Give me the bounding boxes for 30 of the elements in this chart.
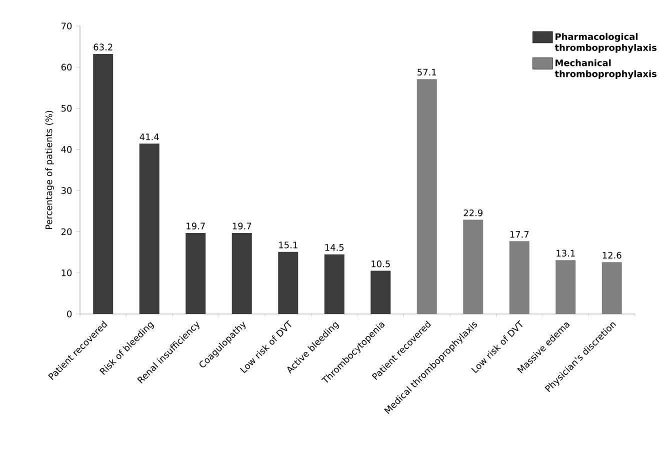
bar bbox=[93, 54, 114, 314]
y-tick-label: 40 bbox=[61, 146, 72, 153]
y-tick-label: 70 bbox=[62, 22, 72, 30]
data-label: 13.1 bbox=[556, 250, 575, 257]
data-label: 17.7 bbox=[510, 231, 529, 238]
data-label: 19.7 bbox=[186, 222, 205, 230]
bar bbox=[232, 232, 252, 314]
y-tick-label: 50 bbox=[62, 104, 72, 112]
data-label: 12.6 bbox=[602, 252, 622, 259]
bar bbox=[278, 252, 298, 314]
data-label: 22.9 bbox=[464, 209, 482, 216]
bar bbox=[324, 254, 344, 314]
data-label: 14.5 bbox=[325, 244, 344, 251]
legend-label: Pharmacological thromboprophylaxis bbox=[554, 33, 656, 53]
bar bbox=[186, 232, 206, 314]
bar bbox=[139, 144, 160, 314]
data-label: 63.2 bbox=[94, 44, 112, 50]
data-label: 41.4 bbox=[140, 134, 159, 140]
y-tick-label: 20 bbox=[61, 228, 72, 236]
y-tick-label: 0 bbox=[67, 310, 72, 318]
data-label: 15.1 bbox=[279, 242, 298, 248]
data-label: 19.7 bbox=[232, 222, 252, 230]
legend-label: Mechanical thromboprophylaxis bbox=[554, 59, 656, 80]
y-axis-title: Percentage of patients (%) bbox=[45, 110, 54, 229]
data-label: 57.1 bbox=[418, 68, 436, 76]
y-tick-label: 10 bbox=[62, 269, 72, 276]
data-label: 10.5 bbox=[372, 260, 390, 268]
bar bbox=[370, 270, 391, 314]
y-tick-label: 30 bbox=[62, 187, 72, 194]
y-tick-label: 60 bbox=[61, 64, 72, 71]
